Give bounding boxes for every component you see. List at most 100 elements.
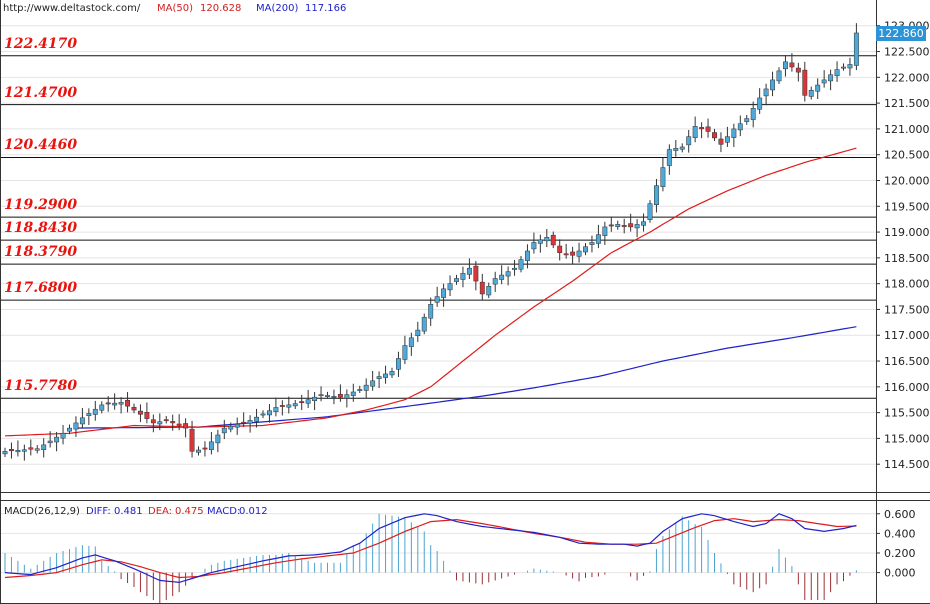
candle: [853, 23, 859, 71]
candle: [628, 213, 634, 232]
level-label: 115.7780: [4, 378, 78, 395]
candle: [679, 143, 685, 153]
candle: [499, 265, 505, 285]
price-tick-label: 121.500: [884, 97, 930, 110]
macd-macd-label: MACD:: [207, 506, 241, 517]
candle: [505, 266, 511, 286]
candle: [60, 425, 66, 445]
candle: [486, 282, 492, 299]
macd-axis: 0.000 0.200 0.400 0.600: [876, 508, 916, 580]
candle: [544, 228, 550, 248]
candle: [79, 407, 85, 429]
price-tick-label: 122.000: [884, 71, 930, 84]
candle: [183, 418, 189, 438]
candle: [608, 216, 614, 232]
macd-tick-label: 0.400: [884, 527, 916, 540]
macd-dea-value: 0.475: [175, 506, 204, 517]
price-tick-label: 116.000: [884, 381, 930, 394]
source-url[interactable]: http://www.deltastock.com/: [3, 3, 141, 14]
price-tick-label: 117.000: [884, 329, 930, 342]
price-tick-label: 120.000: [884, 174, 930, 187]
candle: [789, 53, 795, 72]
candle: [460, 266, 466, 288]
candle: [176, 414, 182, 431]
candle: [654, 178, 659, 213]
candle: [428, 297, 434, 326]
candle: [305, 389, 311, 408]
candle: [325, 391, 330, 399]
candle: [563, 243, 569, 259]
candle: [396, 351, 401, 378]
candle: [389, 367, 395, 379]
price-tick-label: 122.500: [884, 46, 930, 59]
candle: [370, 371, 376, 391]
candle: [537, 234, 543, 253]
ma50-value: 120.628: [200, 3, 242, 14]
macd-histogram: [4, 513, 857, 604]
candle: [750, 101, 756, 128]
candle: [28, 439, 34, 456]
levels: [0, 55, 876, 399]
candle: [99, 401, 105, 414]
candle: [492, 271, 498, 292]
candle: [241, 412, 247, 427]
candle: [292, 399, 298, 410]
candle: [118, 397, 124, 414]
price-tick-label: 116.500: [884, 355, 930, 368]
candle: [550, 231, 556, 249]
macd-diff-line: [4, 513, 857, 584]
candle: [144, 402, 150, 424]
candle: [267, 403, 272, 423]
candle: [634, 219, 640, 238]
macd-dea-label: DEA:: [148, 506, 173, 517]
candle: [705, 118, 711, 138]
macd-tick-label: 0.000: [884, 567, 916, 580]
candle: [331, 389, 337, 405]
macd-tick-label: 0.600: [884, 508, 916, 521]
level-label: 121.4700: [4, 84, 78, 101]
candle: [47, 431, 53, 448]
candle: [770, 71, 775, 97]
candle: [454, 274, 459, 285]
candle: [125, 391, 130, 413]
candle: [570, 246, 576, 265]
candle: [131, 403, 137, 414]
price-tick-label: 120.500: [884, 149, 930, 162]
candle: [615, 220, 621, 230]
candle: [660, 157, 666, 192]
candle: [228, 422, 234, 433]
candle: [595, 224, 601, 249]
candle: [138, 404, 143, 423]
candle: [260, 410, 266, 419]
price-tick-label: 119.500: [884, 200, 930, 213]
candle: [776, 67, 782, 85]
level-label: 122.4170: [4, 35, 78, 52]
candle: [621, 218, 627, 234]
candle: [744, 114, 750, 125]
candle: [196, 446, 201, 456]
candle: [273, 397, 279, 417]
candle: [583, 243, 588, 256]
candle: [602, 221, 608, 245]
ma200-value: 117.166: [305, 3, 347, 14]
candle: [795, 62, 801, 82]
candle: [112, 393, 118, 410]
candle: [783, 55, 788, 77]
level-label: 117.6800: [4, 280, 78, 297]
candle: [821, 70, 827, 88]
macd-diff-value: 0.481: [114, 506, 143, 517]
candle: [67, 424, 72, 435]
candle: [512, 259, 517, 276]
candle: [234, 417, 240, 435]
candle: [363, 378, 369, 399]
candle: [647, 200, 653, 223]
candle: [557, 239, 563, 261]
macd-grid: [0, 513, 876, 574]
candle: [692, 116, 698, 143]
candle: [434, 286, 440, 307]
candle: [763, 83, 769, 106]
candle: [170, 414, 176, 431]
candle: [105, 396, 111, 412]
candle: [344, 389, 350, 408]
candle: [189, 420, 195, 458]
